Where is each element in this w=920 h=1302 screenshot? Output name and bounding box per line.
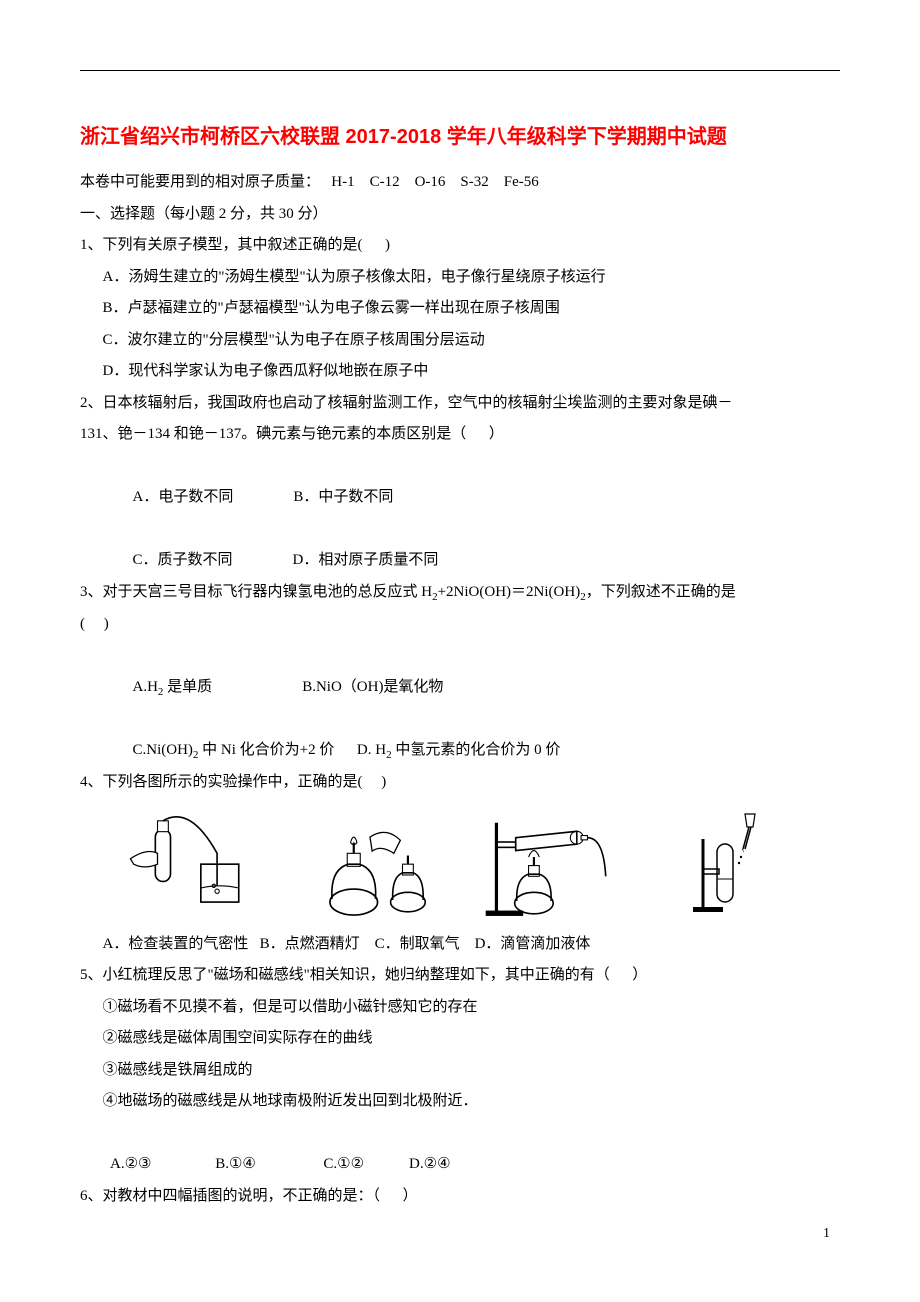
q2-option-a: A．电子数不同	[133, 489, 234, 505]
q1-option-b: B．卢瑟福建立的"卢瑟福模型"认为电子像云雾一样出现在原子核周围	[80, 293, 840, 325]
q5-item-4: ④地磁场的磁感线是从地球南极附近发出回到北极附近．	[80, 1086, 840, 1118]
q5-option-b: B.①④	[215, 1156, 256, 1172]
q3-stem: 3、对于天宫三号目标飞行器内镍氢电池的总反应式 H2+2NiO(OH)＝2Ni(…	[80, 577, 840, 609]
q3-option-a: A.H2 是单质	[133, 679, 213, 695]
airtightness-check-icon	[125, 810, 255, 918]
q3-option-d: D. H2 中氢元素的化合价为 0 价	[357, 742, 560, 758]
q2-options-row2: C．质子数不同 D．相对原子质量不同	[80, 514, 840, 577]
q3-paren: ( )	[80, 609, 840, 641]
q4-fig-a	[100, 810, 280, 918]
section-1-header: 一、选择题（每小题 2 分，共 30 分）	[80, 199, 840, 231]
light-alcohol-lamp-icon	[305, 810, 435, 918]
oxygen-preparation-icon	[475, 812, 625, 919]
q5-option-c: C.①②	[323, 1156, 364, 1172]
q1-option-a: A．汤姆生建立的"汤姆生模型"认为原子核像太阳，电子像行星绕原子核运行	[80, 262, 840, 294]
q3-option-c: C.Ni(OH)2 中 Ni 化合价为+2 价	[133, 742, 335, 758]
q1-stem: 1、下列有关原子模型，其中叙述正确的是( )	[80, 230, 840, 262]
q6-stem: 6、对教材中四幅插图的说明，不正确的是：（ ）	[80, 1181, 840, 1213]
q2-options-row1: A．电子数不同 B．中子数不同	[80, 451, 840, 514]
q4-fig-b	[280, 810, 460, 918]
q3-option-b: B.NiO（OH)是氧化物	[302, 679, 443, 695]
q5-item-2: ②磁感线是磁体周围空间实际存在的曲线	[80, 1023, 840, 1055]
atomic-mass-info: 本卷中可能要用到的相对原子质量： H-1 C-12 O-16 S-32 Fe-5…	[80, 167, 840, 199]
exam-title: 浙江省绍兴市柯桥区六校联盟 2017-2018 学年八年级科学下学期期中试题	[80, 120, 840, 149]
q4-fig-d	[640, 809, 820, 919]
q5-option-d: D.②④	[409, 1156, 450, 1172]
q1-option-d: D．现代科学家认为电子像西瓜籽似地嵌在原子中	[80, 356, 840, 388]
q3-stem-post: ，下列叙述不正确的是	[586, 584, 736, 600]
q1-option-c: C．波尔建立的"分层模型"认为电子在原子核周围分层运动	[80, 325, 840, 357]
dropper-add-liquid-icon	[685, 809, 775, 919]
q5-stem: 5、小红梳理反思了"磁场和磁感线"相关知识，她归纳整理如下，其中正确的有（ ）	[80, 960, 840, 992]
q5-item-3: ③磁感线是铁屑组成的	[80, 1055, 840, 1087]
q2-option-b: B．中子数不同	[293, 489, 393, 505]
q4-figures	[100, 809, 820, 919]
q3-stem-pre: 3、对于天宫三号目标飞行器内镍氢电池的总反应式 H	[80, 584, 432, 600]
q5-option-a: A.②③	[110, 1156, 151, 1172]
q3-stem-mid: +2NiO(OH)＝2Ni(OH)	[438, 584, 581, 600]
q2-option-c: C．质子数不同	[133, 552, 233, 568]
q3-options-row1: A.H2 是单质 B.NiO（OH)是氧化物	[80, 640, 840, 704]
q3-options-row2: C.Ni(OH)2 中 Ni 化合价为+2 价 D. H2 中氢元素的化合价为 …	[80, 704, 840, 768]
q2-option-d: D．相对原子质量不同	[293, 552, 439, 568]
q4-caption: A．检查装置的气密性 B．点燃酒精灯 C．制取氧气 D．滴管滴加液体	[80, 929, 840, 961]
q2-stem-line2: 131、铯－134 和铯－137。碘元素与铯元素的本质区别是（ ）	[80, 419, 840, 451]
page-number: 1	[823, 1226, 830, 1242]
q5-item-1: ①磁场看不见摸不着，但是可以借助小磁针感知它的存在	[80, 992, 840, 1024]
q4-fig-c	[460, 812, 640, 919]
top-horizontal-rule	[80, 70, 840, 71]
q2-stem-line1: 2、日本核辐射后，我国政府也启动了核辐射监测工作，空气中的核辐射尘埃监测的主要对…	[80, 388, 840, 420]
q5-options: A.②③ B.①④ C.①② D.②④	[80, 1118, 840, 1181]
q4-stem: 4、下列各图所示的实验操作中，正确的是( )	[80, 767, 840, 799]
